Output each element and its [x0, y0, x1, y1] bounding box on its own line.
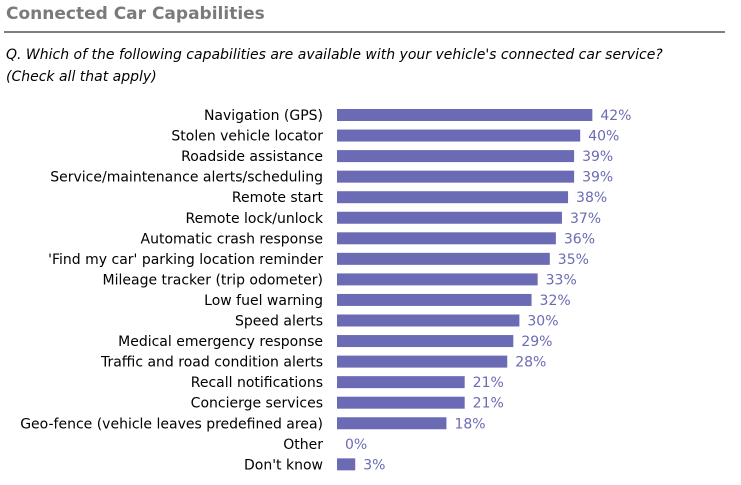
question-line-1: Q. Which of the following capabilities a…: [6, 47, 663, 63]
value-label: 39%: [582, 170, 613, 186]
value-label: 37%: [570, 211, 601, 227]
category-label: Other: [283, 437, 323, 453]
category-label: Speed alerts: [235, 314, 323, 330]
value-label: 21%: [473, 375, 504, 391]
bar: [337, 417, 447, 430]
category-label: Medical emergency response: [118, 334, 323, 350]
category-label: Low fuel warning: [204, 293, 323, 309]
value-label: 3%: [363, 457, 385, 473]
question-line-2: (Check all that apply): [6, 69, 157, 85]
value-label: 38%: [576, 190, 607, 206]
bar: [337, 109, 593, 121]
value-label: 29%: [521, 334, 552, 350]
value-label: 39%: [582, 149, 613, 165]
bar: [337, 355, 508, 368]
category-label: Stolen vehicle locator: [171, 129, 323, 145]
bar: [337, 170, 575, 183]
value-label: 35%: [558, 252, 589, 268]
category-label: Remote start: [232, 190, 324, 206]
bar: [337, 150, 575, 163]
category-label: Recall notifications: [191, 375, 323, 391]
category-label: Automatic crash response: [141, 231, 324, 247]
value-label: 28%: [515, 355, 546, 371]
value-label: 40%: [588, 129, 619, 145]
bar: [337, 293, 532, 306]
chart-title: Connected Car Capabilities: [6, 4, 265, 24]
category-label: Traffic and road condition alerts: [100, 355, 323, 371]
bar: [337, 314, 520, 327]
value-label: 18%: [454, 416, 485, 432]
question-text: Q. Which of the following capabilities a…: [6, 44, 663, 88]
bar: [337, 232, 556, 245]
bar: [337, 252, 550, 265]
value-label: 33%: [546, 272, 577, 288]
bar: [337, 396, 465, 409]
value-label: 30%: [527, 314, 558, 330]
value-label: 32%: [540, 293, 571, 309]
value-label: 21%: [473, 396, 504, 412]
category-label: 'Find my car' parking location reminder: [48, 252, 323, 268]
title-divider: [4, 31, 725, 33]
category-label: Remote lock/unlock: [186, 211, 324, 227]
bar: [337, 458, 356, 471]
value-label: 0%: [345, 437, 367, 453]
category-label: Mileage tracker (trip odometer): [103, 272, 323, 288]
category-label: Navigation (GPS): [204, 108, 323, 124]
category-label: Concierge services: [191, 396, 323, 412]
bar: [337, 191, 569, 204]
value-label: 36%: [564, 231, 595, 247]
bar: [337, 335, 514, 348]
category-label: Geo-fence (vehicle leaves predefined are…: [20, 416, 323, 432]
value-label: 42%: [600, 108, 631, 124]
category-label: Don't know: [244, 457, 323, 473]
bar: [337, 376, 465, 389]
category-label: Roadside assistance: [181, 149, 323, 165]
category-label: Service/maintenance alerts/scheduling: [50, 170, 323, 186]
bar: [337, 273, 538, 286]
bar: [337, 129, 581, 142]
bar: [337, 211, 562, 224]
